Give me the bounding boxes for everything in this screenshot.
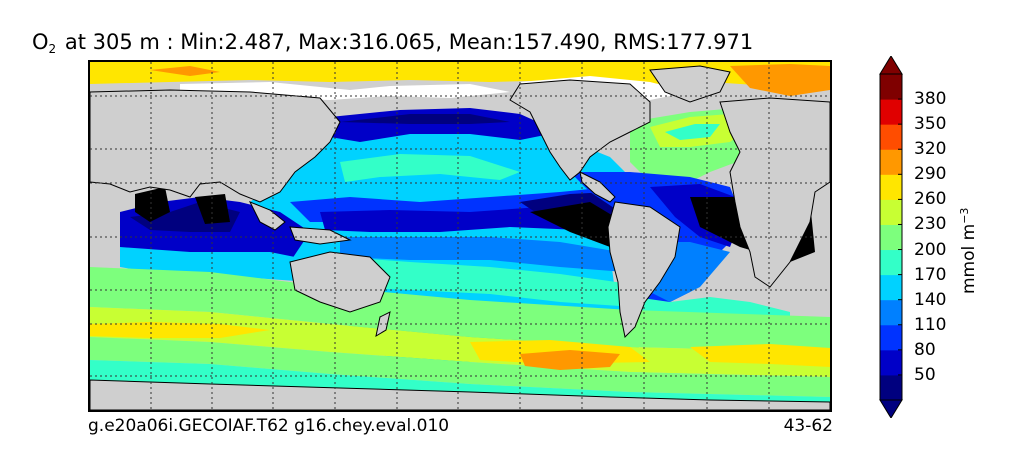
- colorbar-tick-label: 320: [914, 139, 947, 160]
- ocean-map: [88, 60, 832, 412]
- colorbar-tick-label: 80: [914, 339, 936, 360]
- colorbar-tick-label: 110: [914, 314, 947, 335]
- colorbar-segment: [880, 174, 902, 200]
- colorbar-tick-label: 230: [914, 214, 947, 235]
- colorbar-segment: [880, 349, 902, 376]
- graticule-lines: [90, 62, 830, 410]
- title-species-subscript: 2: [48, 42, 57, 56]
- case-name-label: g.e20a06i.GECOIAF.T62 g16.chey.eval.010: [88, 416, 450, 436]
- unit-main: mmol m: [959, 223, 979, 294]
- colorbar-segment: [880, 124, 902, 150]
- colorbar-tick-label: 380: [914, 89, 947, 110]
- title-stats: at 305 m : Min:2.487, Max:316.065, Mean:…: [58, 30, 754, 54]
- unit-exponent: −3: [958, 207, 971, 224]
- colorbar-frame: [879, 73, 903, 401]
- colorbar-segment: [880, 74, 902, 100]
- colorbar-segment: [880, 374, 902, 401]
- map-canvas: [90, 62, 830, 410]
- colorbar-tick-label: 200: [914, 239, 947, 260]
- title-species: O: [32, 30, 49, 54]
- map-title: O2 at 305 m : Min:2.487, Max:316.065, Me…: [32, 30, 753, 56]
- colorbar-segment: [880, 299, 902, 326]
- colorbar-tick-label: 260: [914, 189, 947, 210]
- colorbar-segment: [880, 274, 902, 301]
- colorbar-tick-label: 50: [914, 364, 936, 385]
- colorbar-tick-label: 170: [914, 264, 947, 285]
- continents: [90, 65, 830, 410]
- colorbar-unit-label: mmol m−3: [958, 208, 979, 294]
- colorbar: [879, 56, 903, 418]
- colorbar-segment: [880, 149, 902, 175]
- colorbar-tick-label: 350: [914, 114, 947, 135]
- colorbar-extend-min: [879, 399, 903, 418]
- colorbar-tick-label: 140: [914, 289, 947, 310]
- colorbar-segment: [880, 99, 902, 125]
- colorbar-segment: [880, 224, 902, 251]
- colorbar-segment: [880, 324, 902, 351]
- colorbar-tick-label: 290: [914, 164, 947, 185]
- colorbar-extend-max: [879, 56, 903, 75]
- years-label: 43-62: [783, 416, 833, 436]
- colorbar-segment: [880, 199, 902, 225]
- colorbar-segment: [880, 249, 902, 276]
